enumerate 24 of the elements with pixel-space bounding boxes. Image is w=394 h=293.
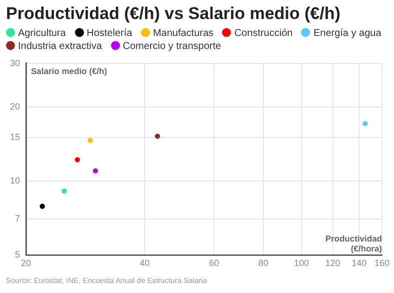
y-tick-label: 5 bbox=[14, 250, 20, 260]
x-axis-title: Productividad (€/hora) bbox=[325, 233, 382, 254]
y-axis-title: Salario medio (€/h) bbox=[31, 66, 108, 76]
y-tick-label: 15 bbox=[10, 132, 20, 142]
y-tick-label: 30 bbox=[10, 58, 20, 68]
chart-title: Productividad (€/h) vs Salario medio (€/h) bbox=[6, 4, 342, 24]
x-tick-label: 140 bbox=[352, 258, 367, 268]
legend-label: Construcción bbox=[233, 28, 293, 39]
y-tick-label: 20 bbox=[10, 101, 20, 112]
x-tick-label: 80 bbox=[258, 258, 268, 268]
x-tick-label: 40 bbox=[140, 258, 150, 268]
legend-label: Hostelería bbox=[86, 28, 132, 39]
legend-label: Energía y agua bbox=[312, 28, 382, 39]
legend-label: Manufacturas bbox=[152, 28, 214, 39]
x-tick-label: 100 bbox=[294, 258, 310, 268]
y-tick-label: 7 bbox=[14, 214, 20, 224]
x-tick-label: 160 bbox=[374, 258, 390, 268]
y-tick-label: 10 bbox=[10, 175, 20, 186]
x-tick-label: 120 bbox=[325, 258, 340, 268]
x-tick-label: 60 bbox=[209, 258, 220, 268]
legend-label: Comercio y transporte bbox=[122, 41, 222, 52]
x-tick-label: 20 bbox=[21, 258, 32, 268]
legend-label: Industria extractiva bbox=[17, 41, 102, 52]
legend-label: Agricultura bbox=[17, 28, 66, 39]
